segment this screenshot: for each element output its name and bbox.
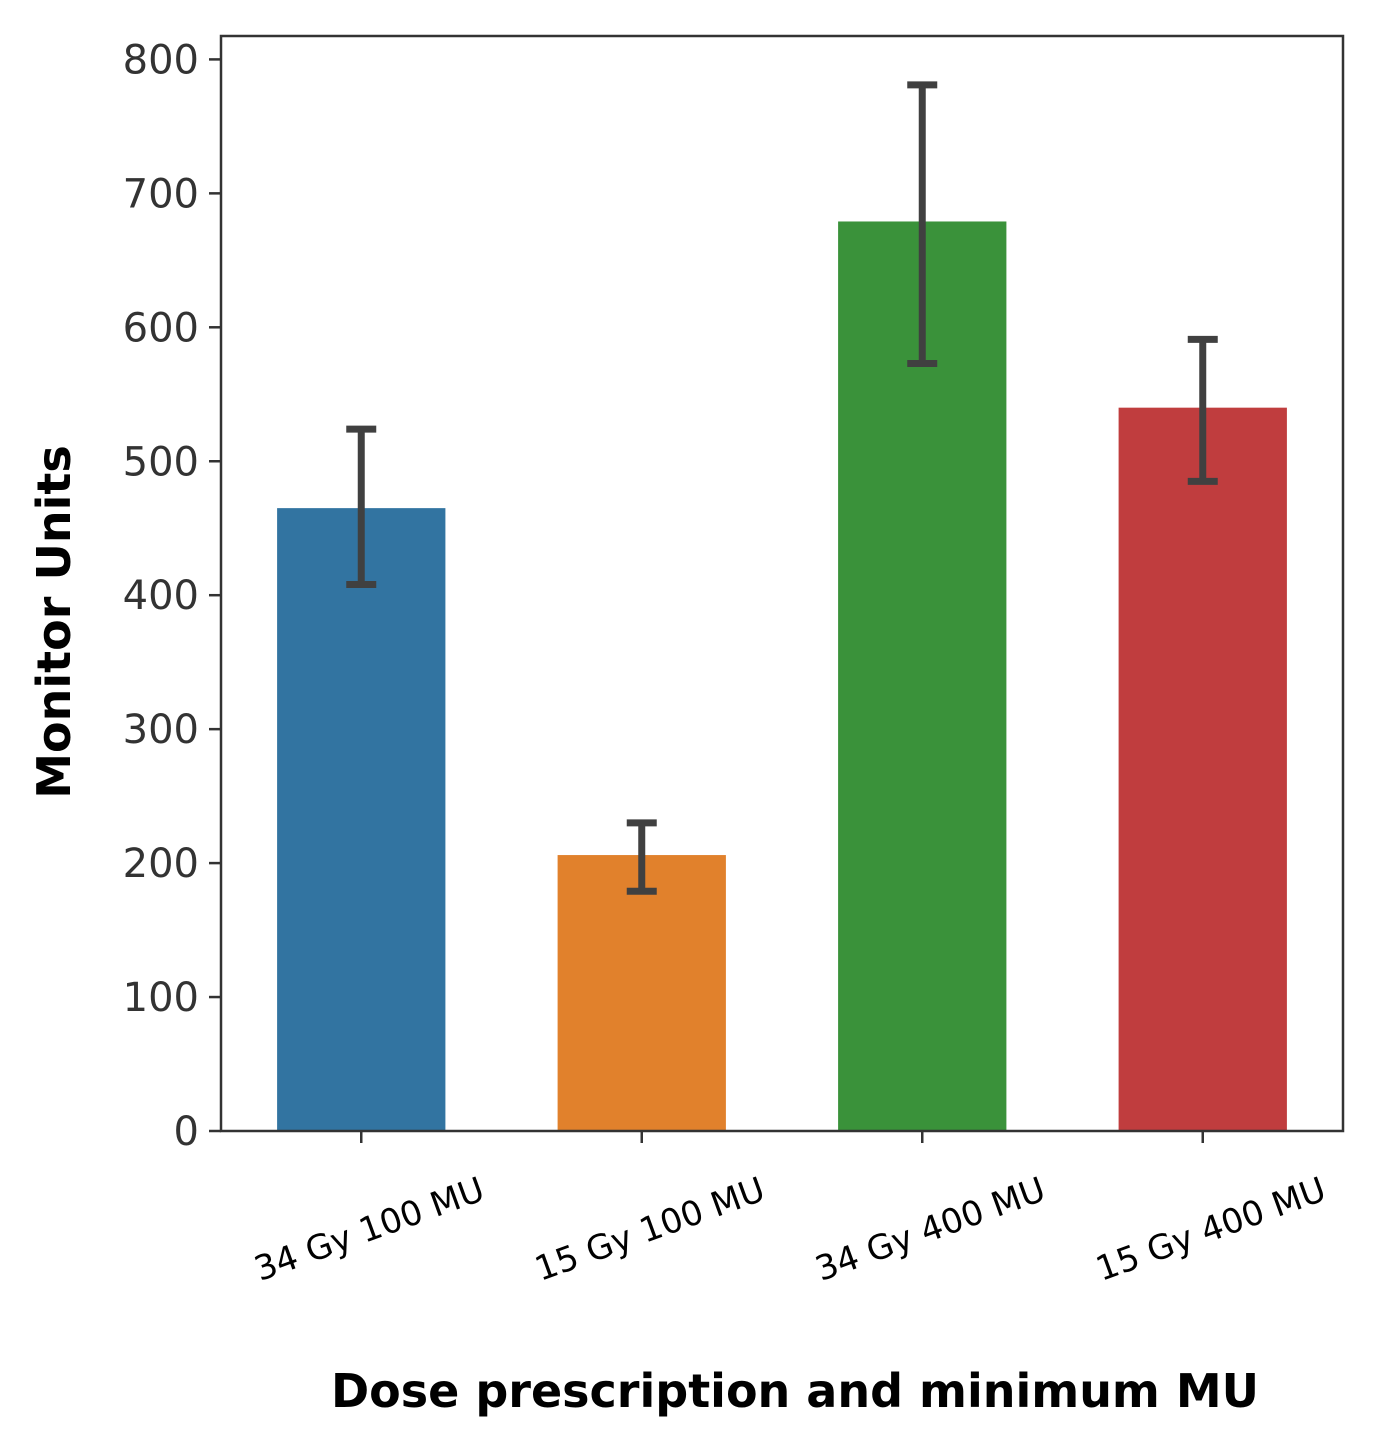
y-tick-label: 300	[123, 707, 199, 753]
y-tick-label: 600	[123, 305, 199, 351]
x-tick-label: 15 Gy 400 MU	[1091, 1170, 1331, 1290]
error-bars-group	[346, 81, 1218, 895]
bar	[557, 855, 726, 1131]
y-tick-label: 200	[123, 841, 199, 887]
y-tick-label: 100	[123, 975, 199, 1021]
y-axis-title: Monitor Units	[27, 445, 81, 798]
y-tick-label: 800	[123, 37, 199, 83]
x-tick-label: 15 Gy 100 MU	[530, 1170, 770, 1290]
bar	[277, 508, 446, 1131]
bar	[1118, 407, 1287, 1131]
y-tick-label: 0	[174, 1109, 199, 1155]
y-axis: 0 100 200 300 400 500 600 700 800	[123, 37, 221, 1155]
y-tick-label: 500	[123, 439, 199, 485]
x-tick-label: 34 Gy 100 MU	[249, 1170, 489, 1290]
y-tick-label: 700	[123, 171, 199, 217]
x-axis: 34 Gy 100 MU 15 Gy 100 MU 34 Gy 400 MU 15 G…	[249, 1131, 1331, 1290]
plot-frame	[219, 34, 1345, 1133]
bars-group	[277, 221, 1287, 1132]
x-tick-label: 34 Gy 400 MU	[810, 1170, 1050, 1290]
y-tick-label: 400	[123, 573, 199, 619]
bar	[838, 221, 1007, 1132]
x-axis-title: Dose prescription and minimum MU	[331, 1364, 1259, 1418]
